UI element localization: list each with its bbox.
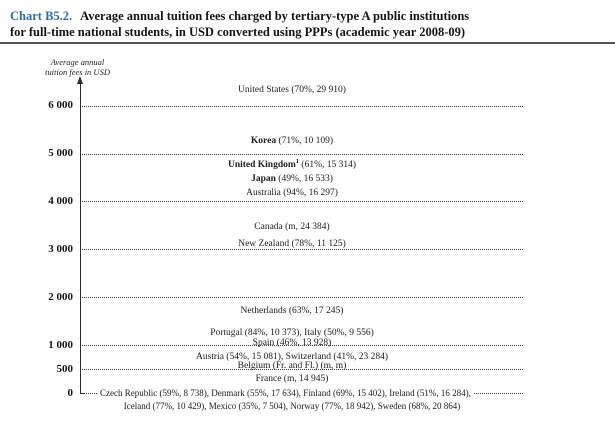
country-label-text: Netherlands (63%, 17 245) bbox=[240, 305, 344, 316]
country-label-row: Netherlands (63%, 17 245) bbox=[60, 306, 524, 317]
country-label-row: Austria (54%, 15 081), Switzerland (41%,… bbox=[60, 352, 524, 363]
country-label-row: Japan (49%, 16 533) bbox=[60, 174, 524, 185]
country-label-row: Portugal (84%, 10 373), Italy (50%, 9 55… bbox=[60, 328, 524, 339]
gridline bbox=[82, 297, 523, 299]
dotted-leader bbox=[473, 392, 523, 394]
chart-title-line-2: for full-time national students, in USD … bbox=[10, 25, 466, 39]
country-label-row: United States (70%, 29 910) bbox=[60, 85, 524, 96]
y-tick-label: 0 bbox=[67, 386, 74, 399]
country-label-text: United States (70%, 29 910) bbox=[238, 84, 346, 95]
footnote-marker: 1 bbox=[295, 158, 300, 166]
dotted-leader bbox=[84, 392, 97, 394]
y-tick-label: 1 000 bbox=[48, 338, 73, 351]
chart-title-text-1: Average annual tuition fees charged by t… bbox=[80, 9, 470, 23]
gridline bbox=[82, 153, 523, 155]
chart-title-line-1: Chart B5.2. Average annual tuition fees c… bbox=[10, 8, 610, 24]
country-label-row: Australia (94%, 16 297) bbox=[60, 188, 524, 199]
country-label-row: New Zealand (78%, 11 125) bbox=[60, 239, 524, 250]
gridline bbox=[82, 369, 523, 371]
country-label-text: Belgium (Fr. and Fl.) (m, m) bbox=[237, 360, 347, 371]
y-axis-arrow-icon bbox=[77, 76, 83, 84]
country-label-text: New Zealand (78%, 11 125) bbox=[238, 239, 346, 250]
y-axis-title-line-2: tuition fees in USD bbox=[45, 67, 110, 77]
gridline bbox=[82, 345, 523, 347]
country-label-text: France (m, 14 945) bbox=[255, 373, 329, 384]
country-label-row: United Kingdom1 (61%, 15 314) bbox=[60, 158, 524, 171]
y-tick-label: 4 000 bbox=[48, 194, 73, 207]
country-label-text: Spain (46%, 13 928) bbox=[252, 337, 332, 348]
y-tick-label: 3 000 bbox=[48, 242, 73, 255]
country-label-row: France (m, 14 945) bbox=[60, 374, 524, 385]
country-label-text: Korea (71%, 10 109) bbox=[250, 136, 334, 147]
country-label-text: Japan (49%, 16 533) bbox=[251, 174, 333, 185]
country-label-text: Austria (54%, 15 081), Switzerland (41%,… bbox=[195, 351, 389, 362]
y-axis-origin-tick bbox=[80, 393, 85, 394]
y-tick-label: 500 bbox=[56, 362, 74, 375]
y-tick-label: 6 000 bbox=[48, 99, 73, 112]
country-label-text: Iceland (77%, 10 429), Mexico (35%, 7 50… bbox=[123, 400, 461, 411]
country-label-text: Portugal (84%, 10 373), Italy (50%, 9 55… bbox=[210, 327, 374, 338]
chart-number: Chart B5.2. bbox=[10, 9, 73, 23]
country-label-text: Australia (94%, 16 297) bbox=[246, 187, 338, 198]
chart-title: Chart B5.2. Average annual tuition fees c… bbox=[10, 8, 610, 40]
country-label-row: Iceland (77%, 10 429), Mexico (35%, 7 50… bbox=[60, 401, 524, 412]
country-label-text: Czech Republic (59%, 8 738), Denmark (55… bbox=[100, 387, 471, 398]
country-label-row: Canada (m, 24 384) bbox=[60, 222, 524, 233]
title-divider bbox=[0, 42, 615, 44]
y-axis-line bbox=[80, 84, 81, 394]
gridline bbox=[82, 201, 523, 203]
y-tick-label: 5 000 bbox=[48, 147, 73, 159]
y-axis-title-line-1: Average annual bbox=[50, 57, 105, 67]
country-label-row: Czech Republic (59%, 8 738), Denmark (55… bbox=[84, 388, 523, 399]
country-label-text: United Kingdom1 (61%, 15 314) bbox=[227, 158, 357, 171]
country-label-text: Canada (m, 24 384) bbox=[254, 221, 330, 232]
country-label-row: Spain (46%, 13 928) bbox=[60, 338, 524, 349]
country-label-row: Belgium (Fr. and Fl.) (m, m) bbox=[60, 361, 524, 372]
gridline bbox=[82, 105, 523, 107]
y-tick-label: 2 000 bbox=[48, 290, 73, 303]
y-axis-title: Average annual tuition fees in USD bbox=[25, 57, 130, 77]
country-label-row: Korea (71%, 10 109) bbox=[60, 136, 524, 147]
gridline bbox=[82, 249, 523, 251]
